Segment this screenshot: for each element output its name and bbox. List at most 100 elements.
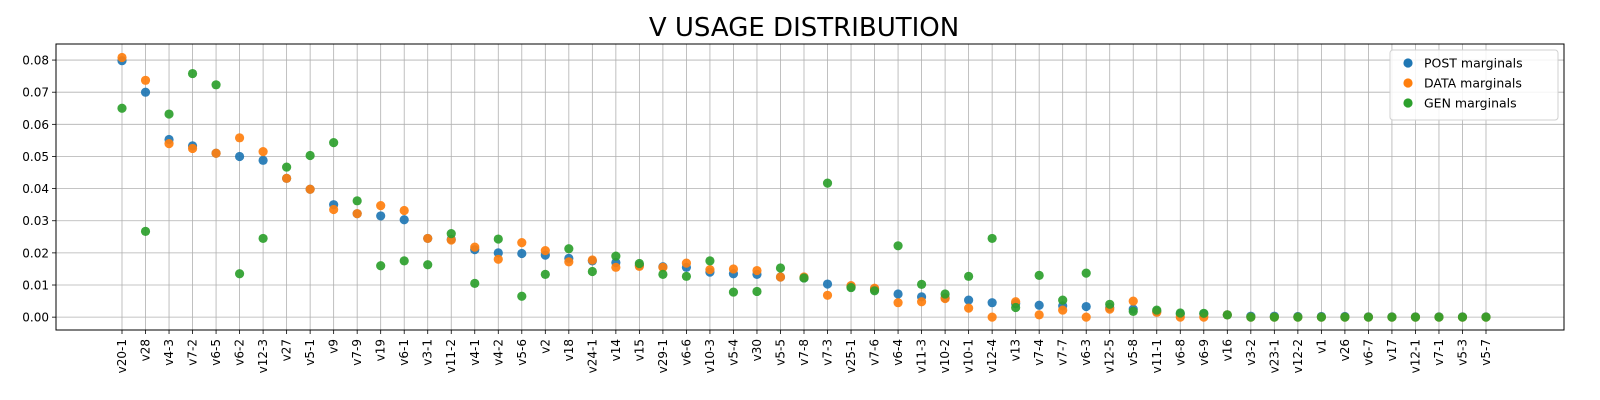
point-gen-v13: [1011, 302, 1021, 313]
point-data-v11-3: [916, 297, 927, 307]
y-tick-label: 0.00: [22, 311, 49, 325]
point-gen-v7-7: [1058, 295, 1068, 305]
point-gen-v18: [564, 244, 574, 254]
x-tick-label: v17: [1385, 339, 1399, 361]
point-data-v4-1: [470, 242, 480, 252]
point-gen-v23-1: [1269, 312, 1279, 322]
x-tick-label: v29-1: [656, 339, 670, 373]
x-tick-label: v7-9: [350, 339, 364, 366]
point-gen-v10-2: [940, 289, 950, 299]
x-tick-label: v5-6: [515, 339, 529, 366]
x-tick-label: v7-3: [821, 339, 835, 366]
point-gen-v6-7: [1363, 312, 1374, 322]
legend-label: GEN marginals: [1424, 96, 1517, 111]
point-gen-v7-4: [1034, 270, 1044, 280]
point-data-v7-4: [1034, 310, 1044, 320]
point-gen-v12-2: [1293, 312, 1303, 322]
point-data-v29-1: [658, 262, 668, 272]
point-post-v10-1: [964, 295, 974, 305]
point-post-v6-2: [234, 151, 245, 162]
x-tick-label: v27: [280, 339, 294, 361]
point-gen-v12-1: [1410, 312, 1421, 322]
x-tick-label: v26: [1338, 339, 1352, 361]
point-gen-v6-6: [681, 271, 692, 281]
x-tick-label: v12-5: [1103, 339, 1117, 373]
legend-label: DATA marginals: [1424, 76, 1522, 91]
point-data-v6-6: [681, 258, 692, 268]
x-tick-label: v5-7: [1479, 339, 1493, 366]
point-gen-v2: [540, 269, 550, 280]
x-tick-label: v11-3: [915, 339, 929, 373]
x-tick-label: v16: [1220, 339, 1234, 361]
point-post-v6-1: [399, 215, 409, 225]
x-tick-label: v11-1: [1150, 339, 1164, 373]
legend-box: [1389, 49, 1559, 121]
x-tick-label: v11-2: [444, 339, 458, 373]
point-gen-v6-9: [1199, 308, 1209, 318]
point-gen-v7-6: [869, 286, 880, 296]
point-gen-v30: [752, 286, 762, 297]
point-gen-v3-2: [1246, 312, 1256, 322]
x-tick-label: v18: [562, 339, 576, 361]
y-tick-label: 0.08: [22, 54, 49, 68]
x-tick-label: v10-1: [962, 339, 976, 373]
point-gen-v5-4: [728, 287, 739, 297]
point-gen-v4-3: [164, 109, 174, 119]
grid-layer: [56, 44, 1564, 330]
point-gen-v4-2: [493, 234, 503, 244]
point-data-v6-1: [399, 205, 409, 216]
point-data-v6-3: [1081, 312, 1091, 322]
point-gen-v19: [376, 261, 386, 271]
y-tick-label: 0.06: [22, 118, 49, 132]
point-post-v12-4: [987, 298, 997, 308]
point-gen-v25-1: [846, 282, 856, 293]
point-data-v14: [611, 262, 621, 272]
point-data-v7-7: [1058, 305, 1068, 315]
point-data-v5-5: [775, 272, 786, 282]
x-tick-label: v12-2: [1291, 339, 1305, 373]
point-post-v28: [140, 87, 151, 97]
point-data-v11-2: [446, 235, 456, 245]
plot-points: [117, 52, 1491, 322]
x-tick-label: v6-3: [1079, 339, 1093, 366]
x-tick-label: v6-5: [209, 339, 223, 366]
x-tick-label: v10-2: [938, 339, 952, 373]
point-data-v9: [329, 204, 339, 215]
point-gen-v12-5: [1105, 299, 1115, 309]
point-data-v3-1: [423, 233, 433, 244]
point-data-v19: [376, 201, 386, 211]
y-tick-label: 0.05: [22, 150, 49, 164]
x-tick-label: v23-1: [1267, 339, 1281, 373]
plot-frame: [55, 43, 1565, 331]
x-tick-label: v5-4: [726, 339, 740, 366]
point-gen-v17: [1387, 312, 1397, 322]
point-data-v7-2: [187, 143, 198, 154]
point-gen-v7-1: [1434, 312, 1444, 322]
point-data-v27: [282, 173, 292, 183]
point-data-v6-4: [893, 298, 903, 308]
point-data-v10-1: [964, 303, 974, 313]
x-tick-label: v10-3: [703, 339, 717, 373]
point-gen-v3-1: [423, 260, 433, 270]
point-post-v7-3: [822, 279, 833, 289]
x-tick-label: v6-4: [891, 339, 905, 366]
x-tick-label: v20-1: [115, 339, 129, 373]
point-gen-v27: [282, 162, 292, 172]
point-data-v4-2: [493, 254, 503, 264]
x-tick-label: v3-1: [421, 339, 435, 366]
x-tick-label: v12-1: [1408, 339, 1422, 373]
point-data-v7-9: [352, 209, 362, 219]
point-gen-v6-3: [1081, 268, 1091, 278]
point-gen-v5-6: [517, 291, 527, 301]
point-gen-v5-3: [1457, 312, 1468, 322]
point-gen-v6-5: [211, 80, 221, 90]
x-tick-label: v15: [632, 339, 646, 361]
x-tick-label: v6-2: [233, 339, 247, 366]
x-tick-label: v7-4: [1032, 339, 1046, 366]
x-tick-label: v5-8: [1126, 339, 1140, 366]
x-tick-label: v12-3: [256, 339, 270, 373]
point-gen-v9: [329, 138, 339, 148]
x-tick-label: v19: [374, 339, 388, 361]
y-tick-label: 0.01: [22, 279, 49, 293]
